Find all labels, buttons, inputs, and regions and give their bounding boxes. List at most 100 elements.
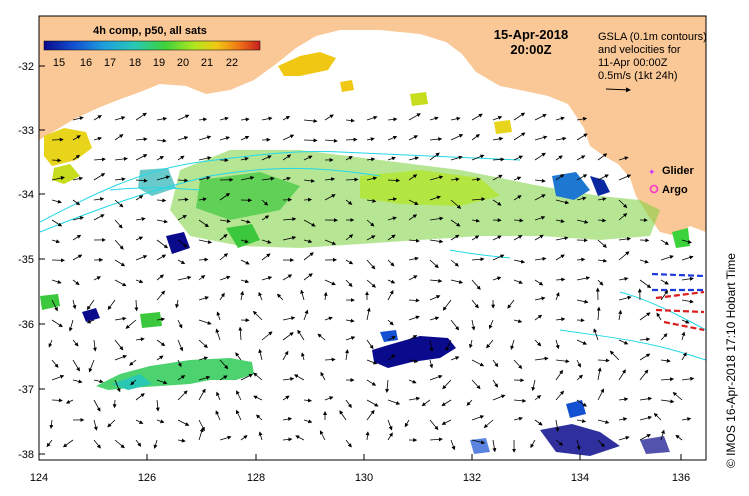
velocity-arrow (576, 219, 589, 224)
velocity-arrow (387, 432, 393, 441)
map-date: 15-Apr-2018 (494, 27, 568, 42)
velocity-arrow (576, 374, 584, 381)
y-tick-label: -34 (18, 189, 34, 201)
velocity-arrow (408, 298, 420, 303)
velocity-arrow (366, 307, 371, 321)
velocity-arrow (471, 279, 481, 290)
velocity-arrow (216, 311, 221, 321)
velocity-arrow (660, 279, 669, 285)
velocity-arrow (513, 218, 524, 223)
velocity-arrow (235, 352, 242, 361)
velocity-arrow (576, 359, 581, 368)
velocity-arrow (345, 439, 352, 448)
velocity-arrow (576, 257, 586, 262)
velocity-arrow (51, 398, 63, 403)
velocity-arrow (300, 289, 305, 301)
velocity-arrow (198, 176, 211, 181)
velocity-arrow (513, 112, 526, 121)
velocity-arrow (681, 417, 692, 422)
velocity-arrow (513, 398, 527, 403)
velocity-arrow (198, 375, 211, 381)
velocity-arrow (492, 157, 505, 162)
velocity-arrow (555, 116, 565, 121)
velocity-arrow (660, 429, 665, 441)
velocity-arrow (345, 118, 355, 123)
velocity-arrow (219, 219, 231, 224)
velocity-arrow (429, 239, 444, 244)
velocity-arrow (366, 339, 374, 350)
velocity-arrow (156, 379, 168, 385)
colorbar-tick: 19 (153, 57, 165, 69)
velocity-arrow (429, 195, 441, 201)
velocity-arrow (282, 134, 295, 141)
velocity-arrow (387, 216, 397, 221)
velocity-arrow (555, 419, 560, 432)
velocity-arrow (93, 419, 98, 431)
velocity-arrow (450, 116, 461, 121)
land-mass (39, 16, 706, 236)
velocity-arrow (618, 213, 628, 221)
velocity-arrow (177, 419, 190, 426)
side-credit: © IMOS 16-Apr-2018 17:10 Hobart Time (724, 253, 738, 468)
velocity-arrow (345, 234, 354, 241)
velocity-arrow (114, 339, 124, 351)
x-tick-label: 132 (463, 472, 481, 484)
velocity-arrow (513, 416, 523, 421)
velocity-arrow (681, 299, 694, 304)
velocity-arrow (408, 379, 417, 384)
velocity-arrow (324, 239, 337, 245)
velocity-arrow (597, 197, 607, 202)
velocity-arrow (492, 394, 506, 401)
velocity-arrow (303, 155, 313, 161)
velocity-arrow (317, 333, 326, 341)
velocity-arrow (483, 419, 494, 429)
x-tick-label: 126 (138, 472, 156, 484)
velocity-arrow (303, 197, 312, 202)
velocity-arrow (442, 299, 452, 311)
velocity-arrow (593, 328, 599, 341)
velocity-arrow (429, 116, 439, 121)
velocity-arrow (261, 116, 273, 121)
velocity-arrow (513, 155, 524, 161)
velocity-arrow (177, 339, 184, 352)
x-axis: 124 126 128 130 132 134 136 (30, 454, 690, 484)
velocity-arrow (135, 178, 148, 183)
velocity-arrow (261, 276, 273, 281)
velocity-arrow (408, 359, 419, 364)
velocity-arrow (215, 410, 221, 421)
velocity-arrow (366, 279, 376, 288)
velocity-arrow (681, 319, 690, 324)
velocity-arrow (324, 316, 333, 321)
velocity-arrow (49, 419, 54, 429)
velocity-arrow (681, 255, 694, 261)
velocity-arrow (653, 412, 662, 421)
velocity-arrow (365, 431, 370, 441)
velocity-arrow (681, 331, 686, 341)
velocity-arrow (555, 317, 566, 322)
velocity-arrow (366, 379, 377, 386)
velocity-arrow (597, 367, 602, 381)
velocity-arrow (387, 178, 401, 183)
velocity-arrow (135, 217, 146, 222)
velocity-arrow (429, 374, 443, 381)
velocity-arrow (555, 254, 565, 261)
colorbar-title: 4h comp, p50, all sats (93, 25, 207, 37)
velocity-arrow (72, 154, 81, 161)
velocity-arrow (156, 339, 166, 347)
velocity-arrow (408, 335, 418, 341)
velocity-arrow (297, 329, 305, 341)
velocity-arrow (534, 256, 547, 261)
velocity-arrow (597, 279, 604, 286)
x-tick-label: 128 (247, 472, 265, 484)
velocity-arrow (450, 155, 463, 161)
velocity-arrow (295, 435, 305, 441)
velocity-arrow (408, 174, 418, 181)
velocity-arrow (303, 138, 318, 143)
velocity-arrow (429, 137, 443, 142)
velocity-arrow (156, 116, 168, 121)
velocity-arrow (596, 306, 601, 321)
velocity-arrow (72, 176, 84, 181)
velocity-arrow (387, 419, 393, 431)
velocity-arrow (198, 135, 212, 141)
velocity-arrow (681, 352, 687, 361)
